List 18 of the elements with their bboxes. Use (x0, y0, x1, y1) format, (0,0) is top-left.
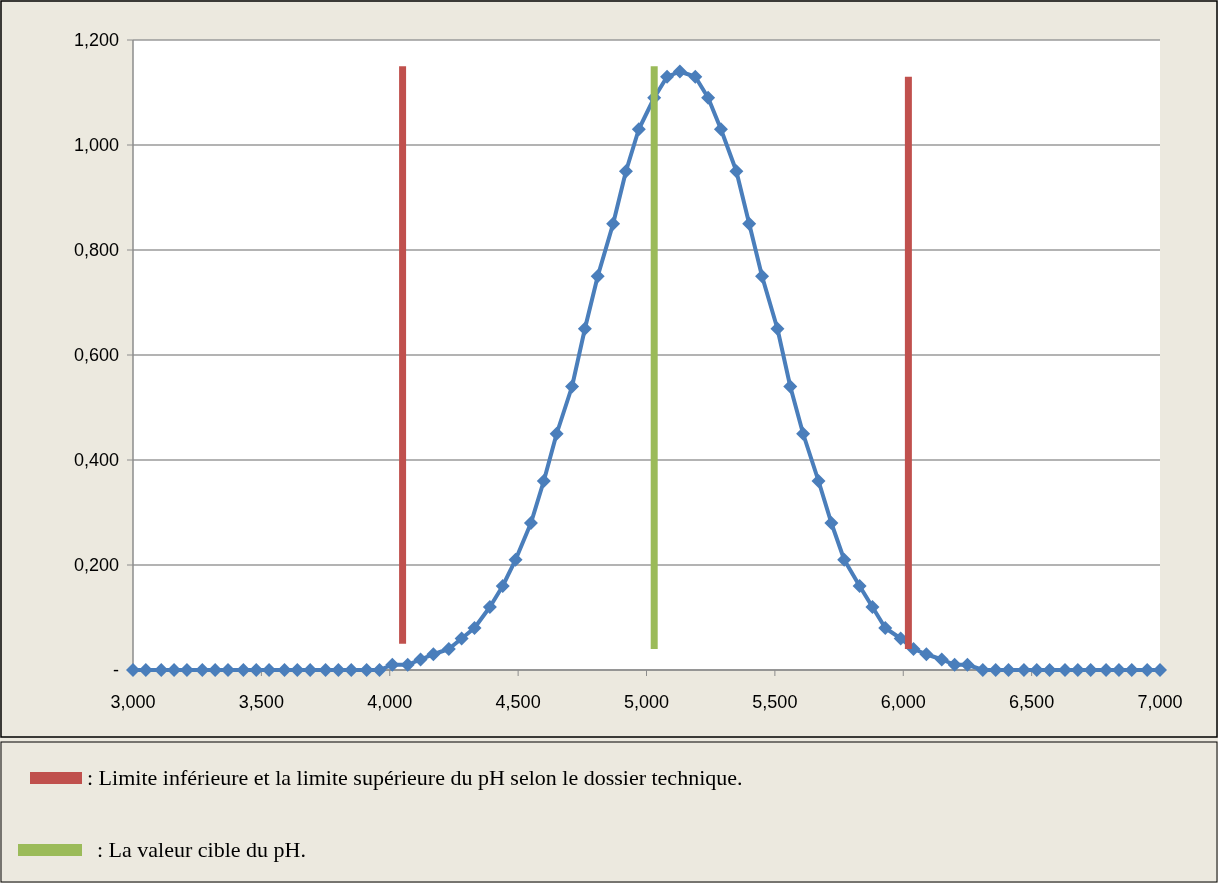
y-tick-label: 1,200 (73, 30, 119, 51)
x-tick-label: 4,000 (367, 692, 413, 712)
y-tick-label: - (113, 660, 119, 681)
legend-label: : Limite inférieure et la limite supérieure du pH selon le dossier technique. (87, 765, 743, 790)
y-tick-label: 1,000 (73, 135, 119, 156)
x-tick-label: 3,000 (110, 692, 156, 712)
x-tick-label: 6,000 (880, 692, 926, 712)
x-tick-label: 5,000 (623, 692, 670, 712)
x-tick-label: 5,500 (752, 692, 798, 712)
x-tick-label: 7,000 (1137, 692, 1183, 712)
y-tick-label: 0,400 (73, 450, 119, 471)
x-tick-label: 3,500 (238, 692, 284, 712)
y-tick-label: 0,800 (73, 240, 119, 261)
y-tick-label: 0,200 (73, 555, 119, 576)
y-tick-label: 0,600 (73, 345, 119, 366)
legend-label: : La valeur cible du pH. (97, 837, 306, 862)
x-tick-label: 6,500 (1009, 692, 1055, 712)
x-tick-label: 4,500 (495, 692, 541, 712)
